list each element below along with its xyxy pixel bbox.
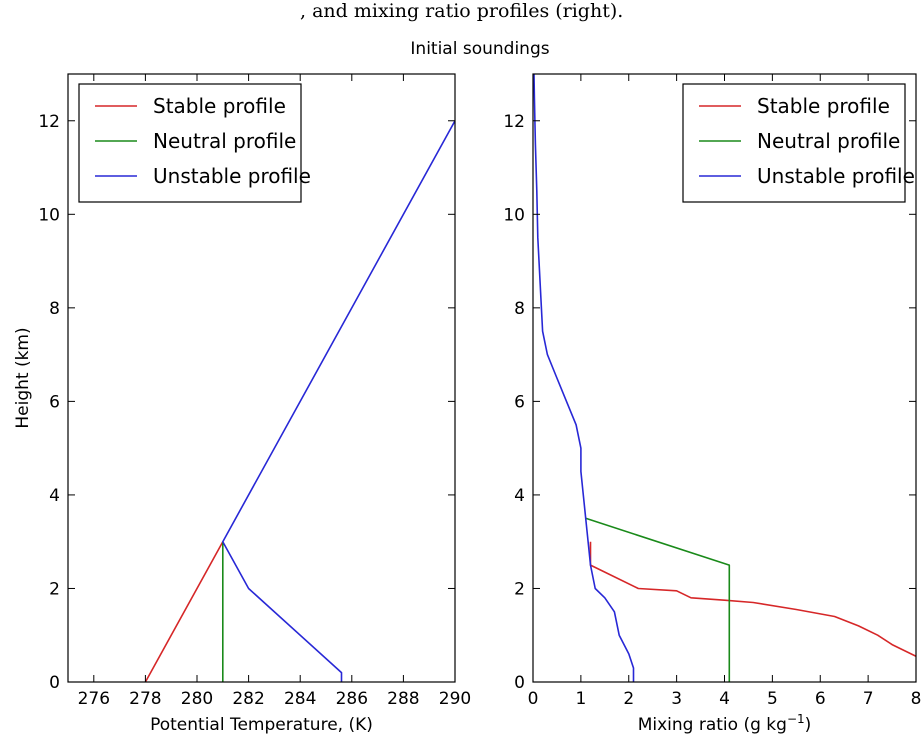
y-tick-label: 2 <box>49 579 60 599</box>
legend-entry-label: Neutral profile <box>757 129 900 153</box>
legend-entry-label: Neutral profile <box>153 129 296 153</box>
series-line-neutral-profile <box>585 517 731 682</box>
series-line-unstable-profile <box>222 120 455 682</box>
y-tick-label: 12 <box>38 112 60 132</box>
x-tick-label: 282 <box>232 689 264 709</box>
x-tick-label: 288 <box>387 689 419 709</box>
x-tick-label: 286 <box>336 689 368 709</box>
x-tick-label: 5 <box>767 689 778 709</box>
legend-entry-label: Unstable profile <box>757 164 915 188</box>
y-tick-label: 10 <box>38 205 60 225</box>
y-tick-label: 10 <box>503 205 525 225</box>
legend-entry-label: Unstable profile <box>153 164 311 188</box>
left-chart-panel: 276 278 280 282 284 286 288 290 0 2 4 6 8 10 12 Potenti… <box>13 73 471 735</box>
series-lines <box>533 74 916 682</box>
chart-suptitle: Initial soundings <box>410 39 549 59</box>
y-tick-label: 8 <box>514 299 525 319</box>
x-tick-label: 7 <box>863 689 874 709</box>
x-tick-label: 284 <box>284 689 316 709</box>
x-tick-label: 6 <box>815 689 826 709</box>
series-line-stable-profile <box>589 541 916 658</box>
legend-entry-label: Stable profile <box>757 94 890 118</box>
x-tick-label: 8 <box>911 689 922 709</box>
x-axis-label-superscript: −1 <box>787 712 805 726</box>
header-text: , and mixing ratio profiles (right). <box>300 0 623 22</box>
x-tick-label: 4 <box>719 689 730 709</box>
y-tick-label: 12 <box>503 112 525 132</box>
y-tick-label: 2 <box>514 579 525 599</box>
legend: Stable profile Neutral profile Unstable pr… <box>78 83 311 203</box>
x-tick-label: 290 <box>439 689 471 709</box>
y-tick-label: 0 <box>514 673 525 693</box>
y-tick-label: 4 <box>514 486 525 506</box>
legend-entry-label: Stable profile <box>153 94 286 118</box>
x-tick-label: 280 <box>181 689 213 709</box>
x-tick-label: 1 <box>575 689 586 709</box>
legend-box <box>78 83 302 203</box>
legend-box <box>682 83 906 203</box>
series-line-stable-profile <box>144 541 224 682</box>
x-axis-label: Potential Temperature, (K) <box>150 715 373 735</box>
x-tick-label: 2 <box>623 689 634 709</box>
x-axis-label: Mixing ratio (g kg−1) <box>638 712 812 735</box>
plot-frame <box>67 73 456 683</box>
x-tick-label: 276 <box>78 689 110 709</box>
y-axis-label: Height (km) <box>13 327 33 428</box>
x-tick-label: 3 <box>671 689 682 709</box>
y-tick-label: 4 <box>49 486 60 506</box>
y-tick-label: 6 <box>49 392 60 412</box>
series-lines <box>144 120 455 682</box>
x-axis-label-end: ) <box>805 715 812 735</box>
series-line-unstable-profile <box>533 74 635 682</box>
y-tick-label: 0 <box>49 673 60 693</box>
x-tick-label: 0 <box>528 689 539 709</box>
x-tick-label: 278 <box>129 689 161 709</box>
y-tick-label: 6 <box>514 392 525 412</box>
legend: Stable profile Neutral profile Unstable pr… <box>682 83 915 203</box>
y-tick-label: 8 <box>49 299 60 319</box>
